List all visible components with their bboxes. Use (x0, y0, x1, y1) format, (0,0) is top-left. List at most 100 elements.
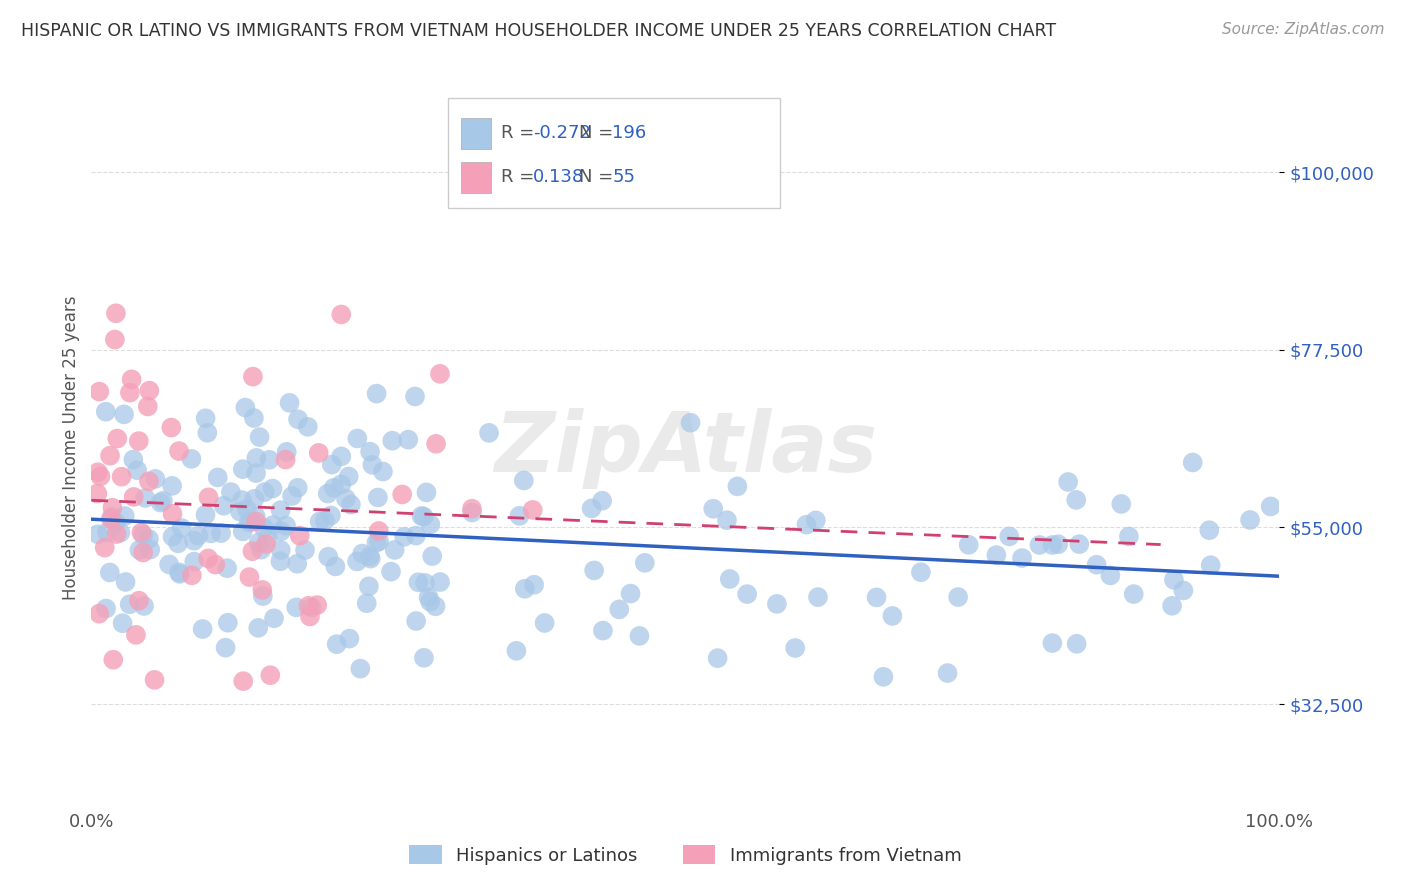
Point (183, 533, 205, 548)
Point (1040, 636, 1063, 650)
Point (425, 437, 447, 451)
Point (197, 551, 219, 566)
Point (294, 543, 316, 558)
Point (359, 444, 381, 458)
Point (413, 650, 436, 665)
Point (366, 386, 388, 401)
Point (247, 535, 270, 549)
Point (285, 600, 308, 615)
Point (998, 529, 1021, 543)
Point (134, 491, 156, 505)
Point (207, 470, 229, 484)
Point (114, 574, 136, 589)
Point (162, 530, 184, 544)
Point (253, 485, 276, 500)
Point (804, 513, 827, 527)
Point (204, 558, 226, 572)
Point (139, 542, 162, 557)
Point (380, 565, 402, 579)
Point (232, 524, 254, 539)
Point (125, 628, 148, 642)
Text: R =: R = (501, 169, 546, 186)
Point (87, 465, 110, 479)
Point (240, 515, 263, 529)
Point (128, 434, 150, 448)
Point (274, 518, 297, 533)
Point (337, 469, 360, 483)
Point (1122, 587, 1144, 601)
Text: ZipAtlas: ZipAtlas (494, 408, 877, 489)
Point (127, 463, 149, 477)
Point (419, 595, 441, 609)
Point (1173, 583, 1195, 598)
Point (138, 384, 160, 398)
Point (785, 640, 807, 655)
Point (1099, 568, 1122, 582)
Point (367, 491, 389, 505)
Point (583, 563, 606, 577)
Point (735, 587, 758, 601)
Point (702, 501, 724, 516)
Point (93, 541, 115, 555)
Point (87, 527, 110, 541)
Point (1239, 513, 1261, 527)
Point (89, 384, 111, 399)
Point (882, 609, 904, 624)
Point (936, 666, 959, 681)
Point (98, 449, 121, 463)
Text: R =: R = (501, 124, 540, 143)
Point (259, 452, 281, 467)
Point (194, 411, 217, 425)
Point (946, 590, 969, 604)
Point (1047, 537, 1070, 551)
Point (247, 621, 270, 635)
Point (1111, 497, 1133, 511)
Point (229, 505, 252, 519)
Point (104, 333, 127, 347)
Point (865, 591, 887, 605)
Point (1064, 492, 1087, 507)
Point (270, 503, 292, 517)
Point (252, 589, 274, 603)
Point (242, 369, 264, 384)
Point (356, 596, 378, 610)
Point (104, 516, 127, 530)
Point (330, 450, 353, 464)
Point (180, 451, 202, 466)
Point (245, 466, 267, 480)
Point (1085, 558, 1108, 572)
Point (238, 516, 260, 530)
Point (169, 566, 191, 581)
Point (349, 662, 371, 676)
Point (278, 396, 301, 410)
Point (276, 445, 298, 459)
Point (114, 509, 136, 524)
Point (243, 411, 266, 425)
Point (581, 501, 603, 516)
Point (245, 509, 267, 524)
Point (308, 446, 330, 460)
Point (766, 597, 789, 611)
Point (138, 532, 160, 546)
Point (263, 611, 285, 625)
Point (505, 644, 527, 658)
Point (718, 572, 741, 586)
Point (429, 574, 451, 589)
Point (183, 555, 205, 569)
Point (533, 615, 555, 630)
Point (366, 535, 388, 549)
Point (461, 506, 484, 520)
Legend: Hispanics or Latinos, Immigrants from Vietnam: Hispanics or Latinos, Immigrants from Vi… (402, 838, 969, 871)
Point (872, 670, 894, 684)
Point (269, 554, 291, 568)
Point (706, 651, 728, 665)
Point (319, 508, 342, 523)
Point (209, 526, 232, 541)
Point (330, 477, 353, 491)
Point (262, 518, 284, 533)
Point (796, 517, 818, 532)
Point (1260, 500, 1282, 514)
Point (110, 469, 132, 483)
Point (411, 508, 433, 523)
Point (274, 452, 297, 467)
